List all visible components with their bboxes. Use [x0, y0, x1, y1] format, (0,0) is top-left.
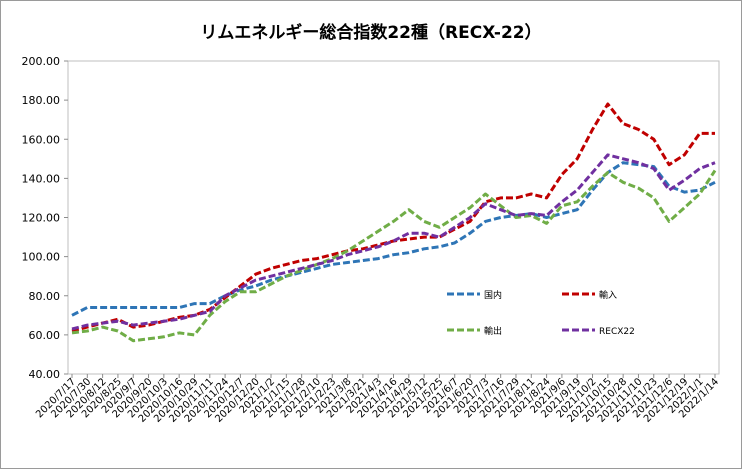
- series-layer: [71, 102, 717, 343]
- y-tick-label: 120.00: [22, 212, 61, 225]
- x-axis: 2020/7/172020/7/302020/8/122020/8/252020…: [34, 374, 721, 425]
- y-tick-label: 160.00: [22, 133, 61, 146]
- legend-label: 輸入: [599, 289, 617, 301]
- y-tick-label: 60.00: [29, 329, 61, 342]
- series-line-輸出: [71, 169, 717, 343]
- y-tick-label: 80.00: [29, 290, 61, 303]
- legend-label: 国内: [484, 289, 502, 301]
- series-line-RECX22: [71, 153, 716, 331]
- y-tick-label: 100.00: [22, 251, 61, 264]
- y-axis: 40.00 60.00 80.00 100.00 120.00 140.00 160.00 1…: [22, 55, 68, 381]
- series-line-国内: [71, 161, 716, 317]
- y-tick-label: 200.00: [22, 55, 61, 68]
- chart-title: リムエネルギー総合指数22種（RECX-22）: [200, 23, 542, 43]
- legend-label: RECX22: [599, 327, 635, 337]
- series-line-輸入: [71, 102, 715, 333]
- y-tick-label: 140.00: [22, 172, 61, 185]
- y-tick-label: 180.00: [22, 94, 61, 107]
- legend-label: 輸出: [484, 325, 502, 337]
- y-tick-label: 40.00: [29, 368, 61, 381]
